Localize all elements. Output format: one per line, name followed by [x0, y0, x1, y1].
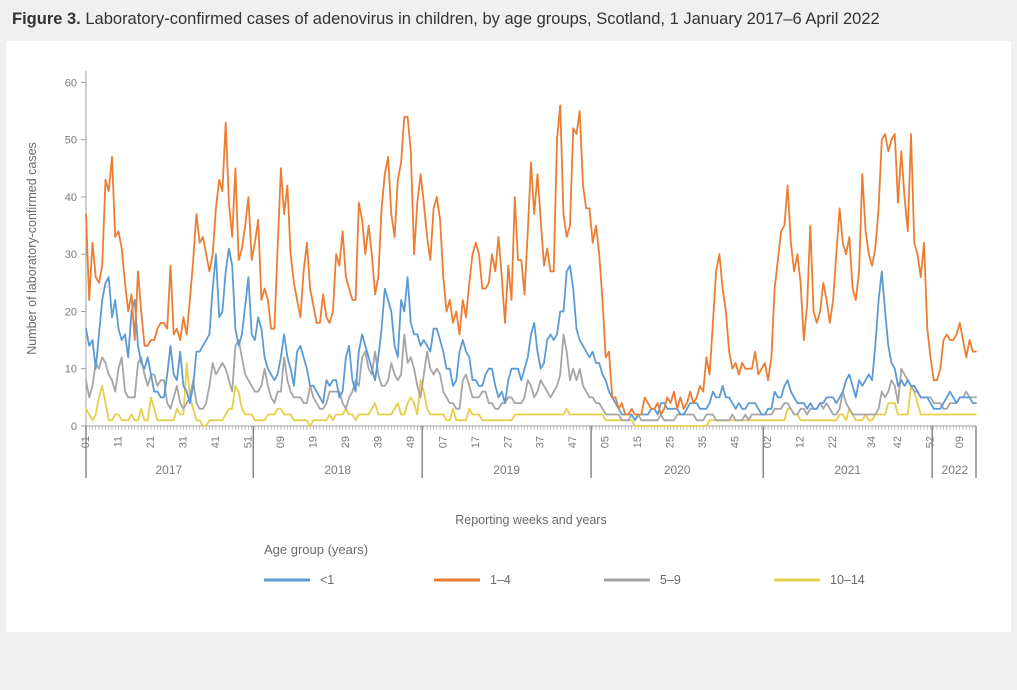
svg-text:27: 27 [502, 436, 514, 448]
svg-text:25: 25 [665, 436, 677, 448]
svg-text:29: 29 [340, 436, 352, 448]
svg-text:Number of laboratory-confirmed: Number of laboratory-confirmed cases [25, 142, 39, 355]
svg-text:40: 40 [65, 192, 77, 204]
svg-text:2021: 2021 [834, 463, 861, 477]
svg-text:15: 15 [632, 436, 644, 448]
svg-text:<1: <1 [320, 573, 334, 587]
svg-text:22: 22 [827, 436, 839, 448]
svg-text:37: 37 [535, 436, 547, 448]
svg-text:39: 39 [372, 436, 384, 448]
svg-text:60: 60 [65, 78, 77, 90]
svg-text:50: 50 [65, 135, 77, 147]
svg-text:Reporting weeks and years: Reporting weeks and years [455, 513, 606, 527]
svg-text:42: 42 [892, 436, 904, 448]
svg-text:2020: 2020 [664, 463, 691, 477]
svg-text:19: 19 [307, 436, 319, 448]
svg-text:41: 41 [210, 436, 222, 448]
svg-text:31: 31 [177, 436, 189, 448]
svg-text:2018: 2018 [324, 463, 351, 477]
svg-text:2022: 2022 [942, 463, 969, 477]
svg-text:10: 10 [65, 364, 77, 376]
svg-text:2019: 2019 [493, 463, 520, 477]
svg-text:07: 07 [437, 436, 449, 448]
svg-text:05: 05 [600, 436, 612, 448]
figure-title-text: Laboratory-confirmed cases of adenovirus… [85, 10, 879, 28]
svg-text:49: 49 [405, 436, 417, 448]
svg-text:30: 30 [65, 249, 77, 261]
figure-number: Figure 3. [12, 10, 81, 28]
svg-text:17: 17 [470, 436, 482, 448]
svg-text:0: 0 [71, 421, 77, 433]
svg-text:52: 52 [925, 436, 937, 448]
figure-container: Figure 3. Laboratory-confirmed cases of … [0, 0, 1017, 632]
figure-title-bar: Figure 3. Laboratory-confirmed cases of … [0, 0, 1017, 41]
svg-text:10–14: 10–14 [830, 573, 865, 587]
svg-text:47: 47 [567, 436, 579, 448]
svg-text:09: 09 [275, 436, 287, 448]
svg-text:Age group (years): Age group (years) [264, 542, 368, 557]
svg-text:21: 21 [145, 436, 157, 448]
svg-text:09: 09 [954, 436, 966, 448]
svg-text:2017: 2017 [155, 463, 182, 477]
svg-text:12: 12 [795, 436, 807, 448]
svg-text:11: 11 [112, 436, 124, 447]
svg-text:20: 20 [65, 307, 77, 319]
svg-text:1–4: 1–4 [490, 573, 511, 587]
svg-text:5–9: 5–9 [660, 573, 681, 587]
chart-panel: 0102030405060011121314151201709192939492… [6, 41, 1011, 632]
svg-text:34: 34 [866, 436, 878, 448]
svg-text:45: 45 [730, 436, 742, 448]
svg-text:35: 35 [697, 436, 709, 448]
line-chart: 0102030405060011121314151201709192939492… [18, 59, 988, 616]
